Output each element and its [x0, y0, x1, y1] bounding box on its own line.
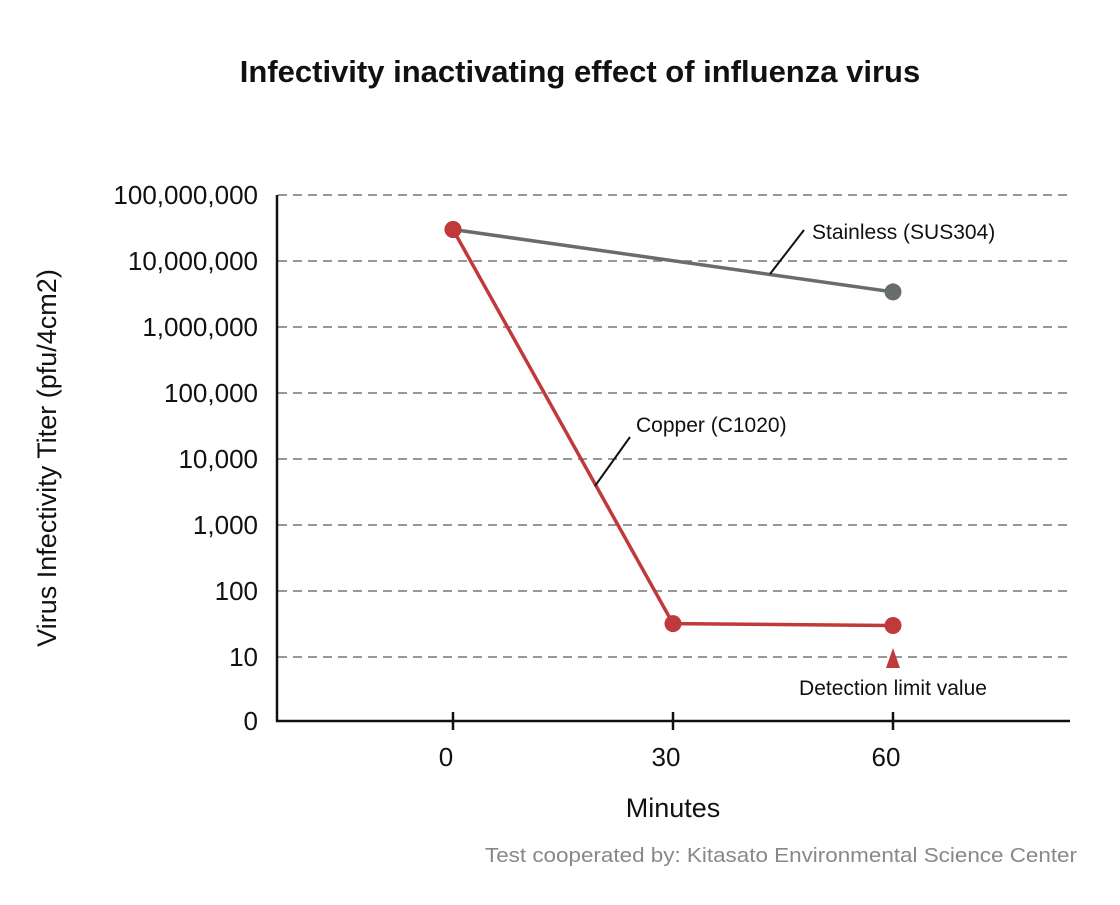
data-point-stainless	[884, 283, 902, 301]
series-line-stainless	[452, 227, 894, 294]
y-tick-label: 100,000	[164, 378, 258, 408]
footnote: Test cooperated by: Kitasato Environment…	[485, 845, 1077, 867]
x-axis-label: Minutes	[626, 793, 721, 823]
y-tick-label: 0	[244, 706, 258, 736]
stainless-leader-line	[769, 229, 805, 275]
y-tick-labels: 0 10 100 1,000 10,000 100,000 1,000,000 10,000,…	[113, 180, 258, 736]
y-tick-label: 1,000,000	[142, 312, 258, 342]
data-point-copper	[664, 615, 682, 633]
x-tick-label: 60	[872, 742, 901, 772]
y-tick-label: 100,000,000	[113, 180, 258, 210]
y-tick-label: 10,000,000	[128, 246, 258, 276]
y-tick-label: 10	[229, 642, 258, 672]
x-tick-labels: 0 30 60	[439, 712, 901, 772]
data-point-copper	[884, 617, 902, 635]
series	[444, 221, 902, 635]
y-tick-label: 10,000	[178, 444, 258, 474]
y-tick-label: 100	[215, 576, 258, 606]
legend-copper: Copper (C1020)	[636, 414, 787, 437]
detection-limit-marker	[886, 648, 900, 668]
chart-title: Infectivity inactivating effect of influ…	[240, 54, 920, 89]
x-tick-label: 0	[439, 742, 453, 772]
copper-leader-line	[594, 436, 631, 487]
y-tick-label: 1,000	[193, 510, 258, 540]
legend-stainless: Stainless (SUS304)	[812, 221, 995, 244]
detection-limit-label: Detection limit value	[799, 677, 987, 700]
data-point-copper	[444, 221, 462, 239]
x-tick-label: 30	[652, 742, 681, 772]
y-axis-label: Virus Infectivity Titer (pfu/4cm2)	[32, 269, 62, 647]
